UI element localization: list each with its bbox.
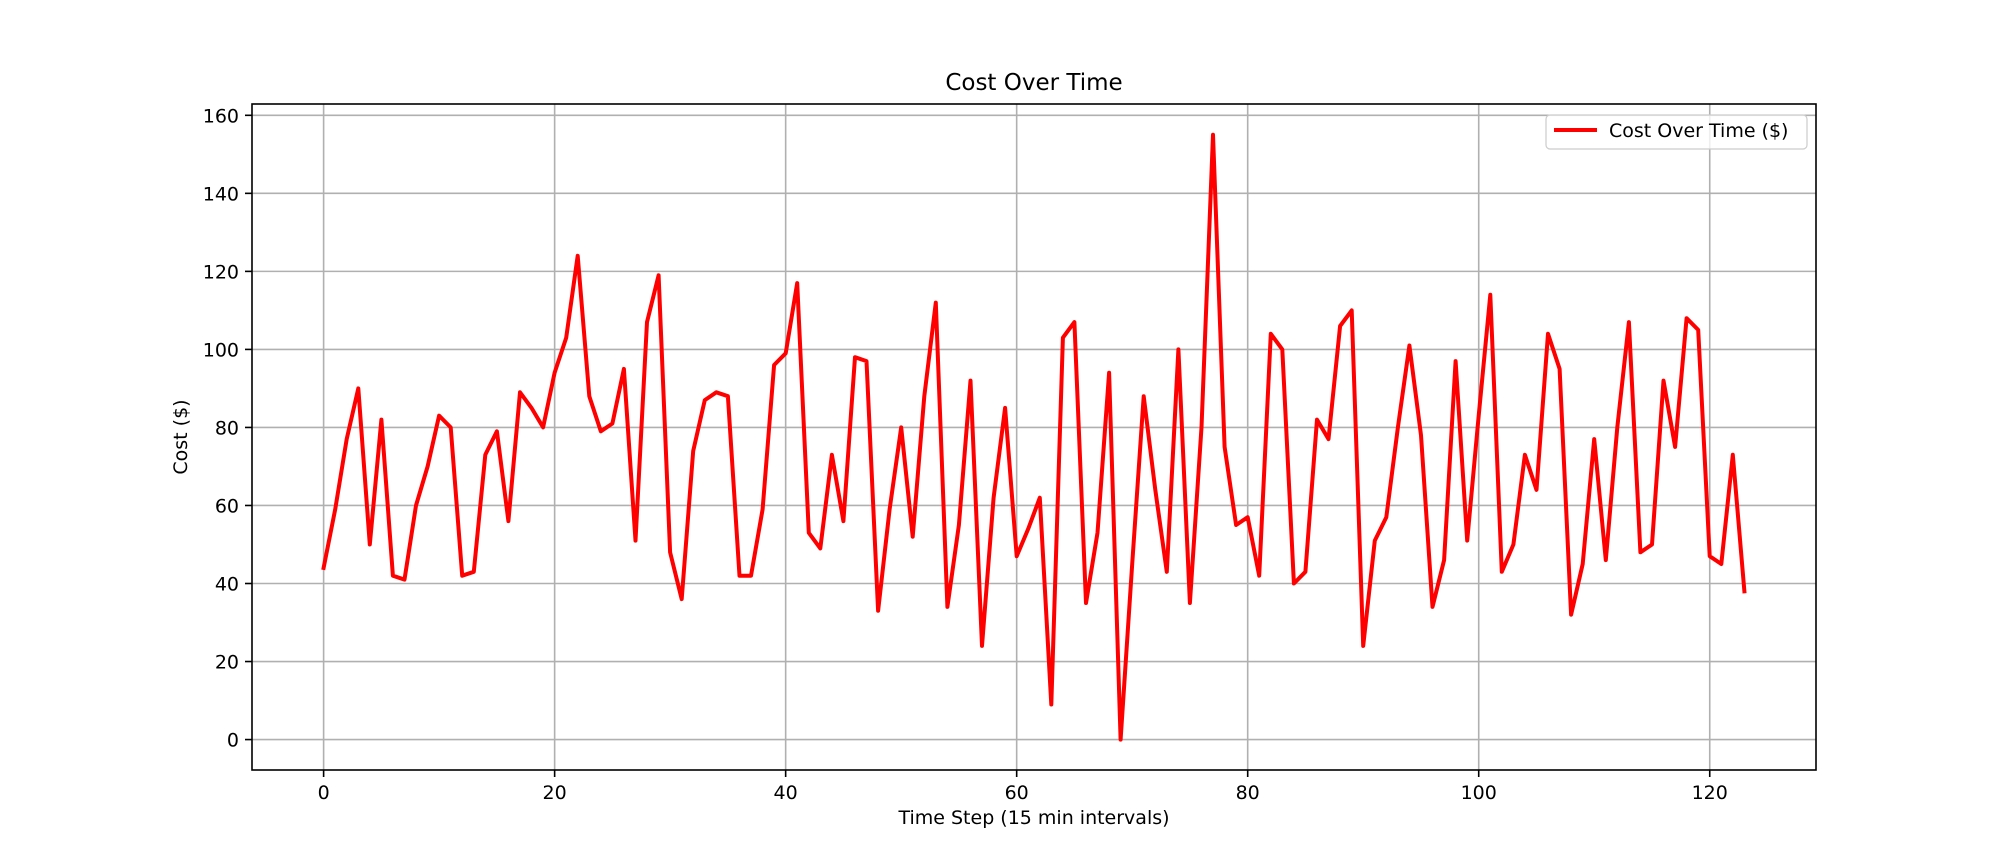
x-tick-label: 80 <box>1236 782 1260 804</box>
x-tick-label: 100 <box>1461 782 1497 804</box>
x-axis-label: Time Step (15 min intervals) <box>897 807 1169 829</box>
y-tick-label: 160 <box>203 105 239 127</box>
y-tick-label: 120 <box>203 261 239 283</box>
grid <box>252 104 1816 770</box>
series-layer <box>321 132 1747 742</box>
y-tick-label: 40 <box>215 574 239 596</box>
plot-area-frame <box>251 103 1817 771</box>
legend: Cost Over Time ($) <box>1545 114 1808 150</box>
x-tick-label: 40 <box>774 782 798 804</box>
y-tick-label: 20 <box>215 652 239 674</box>
x-tick-label: 120 <box>1692 782 1728 804</box>
x-tick-label: 60 <box>1005 782 1029 804</box>
y-tick-label: 100 <box>203 339 239 361</box>
x-tick-label: 0 <box>318 782 330 804</box>
x-tick-label: 20 <box>543 782 567 804</box>
y-tick-label: 140 <box>203 183 239 205</box>
series-line <box>321 132 1747 742</box>
chart-title: Cost Over Time <box>945 70 1122 96</box>
legend-label: Cost Over Time ($) <box>1609 120 1788 142</box>
y-tick-label: 60 <box>215 495 239 517</box>
y-axis-label: Cost ($) <box>170 399 192 474</box>
x-axis: 0 20 40 60 80 100 120 <box>318 770 1728 804</box>
y-axis: 0 20 40 60 80 100 120 140 160 <box>203 105 252 752</box>
y-tick-label: 0 <box>227 730 239 752</box>
y-tick-label: 80 <box>215 417 239 439</box>
legend-box <box>1545 114 1808 150</box>
